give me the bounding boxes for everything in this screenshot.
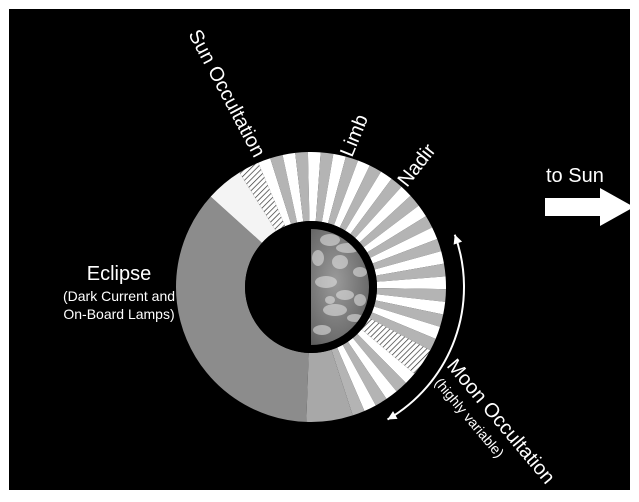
limb-nadir-stripes [258, 152, 447, 351]
ring-stripe [359, 195, 419, 248]
eclipse-detail-line2: On-Board Lamps) [63, 306, 174, 322]
ring-stripe [371, 306, 440, 339]
ring-stripe [337, 344, 376, 411]
eclipse-segment [176, 196, 309, 422]
ring-stripe [350, 178, 402, 239]
eclipse-detail-line1: (Dark Current and [63, 288, 175, 304]
ring-stripe [339, 165, 381, 231]
sun-occultation-hatched-segment [239, 162, 286, 232]
moon-occultation-hatched-segment [361, 317, 431, 374]
ring-stripe [342, 341, 387, 406]
ring-stripe [376, 263, 446, 282]
ring-stripe [270, 155, 298, 225]
ring-stripe [321, 153, 346, 224]
right-arrow-icon [545, 188, 634, 226]
ring-stripe [370, 227, 438, 264]
ring-stripe [374, 251, 444, 276]
ring-stripe [315, 152, 334, 222]
ring-stripe [357, 329, 415, 384]
ring-stripe [375, 294, 446, 315]
ring-stripe [369, 312, 436, 351]
ring-stripe [345, 171, 392, 235]
ring-stripe [376, 288, 446, 302]
lower-gray-segment [306, 349, 353, 422]
ring-stripe [372, 239, 442, 270]
arrowhead-lower [387, 411, 398, 420]
ring-stripe [331, 347, 365, 416]
eclipse-label: Eclipse [87, 263, 151, 285]
double-headed-curved-arrow-icon [386, 234, 465, 421]
ring-stripe [363, 205, 426, 253]
lower-stripes [331, 329, 415, 416]
ring-stripe [307, 152, 321, 222]
sun-occultation-segment [210, 172, 277, 243]
ring-stripe [376, 276, 447, 290]
ring-stripe [333, 160, 370, 228]
arrowhead-upper [453, 234, 463, 245]
ring-stripe [347, 338, 397, 399]
ring-stripe [282, 152, 304, 223]
orbit-ring [176, 152, 447, 422]
ring-stripe [258, 158, 292, 227]
ring-stripe [374, 300, 444, 327]
to-sun-label: to Sun [546, 165, 604, 187]
ring-stripe [367, 216, 433, 258]
ring-stripe [355, 186, 411, 243]
ring-stripe [295, 152, 310, 222]
ring-stripe [352, 333, 406, 392]
ring-stripe [328, 156, 359, 226]
